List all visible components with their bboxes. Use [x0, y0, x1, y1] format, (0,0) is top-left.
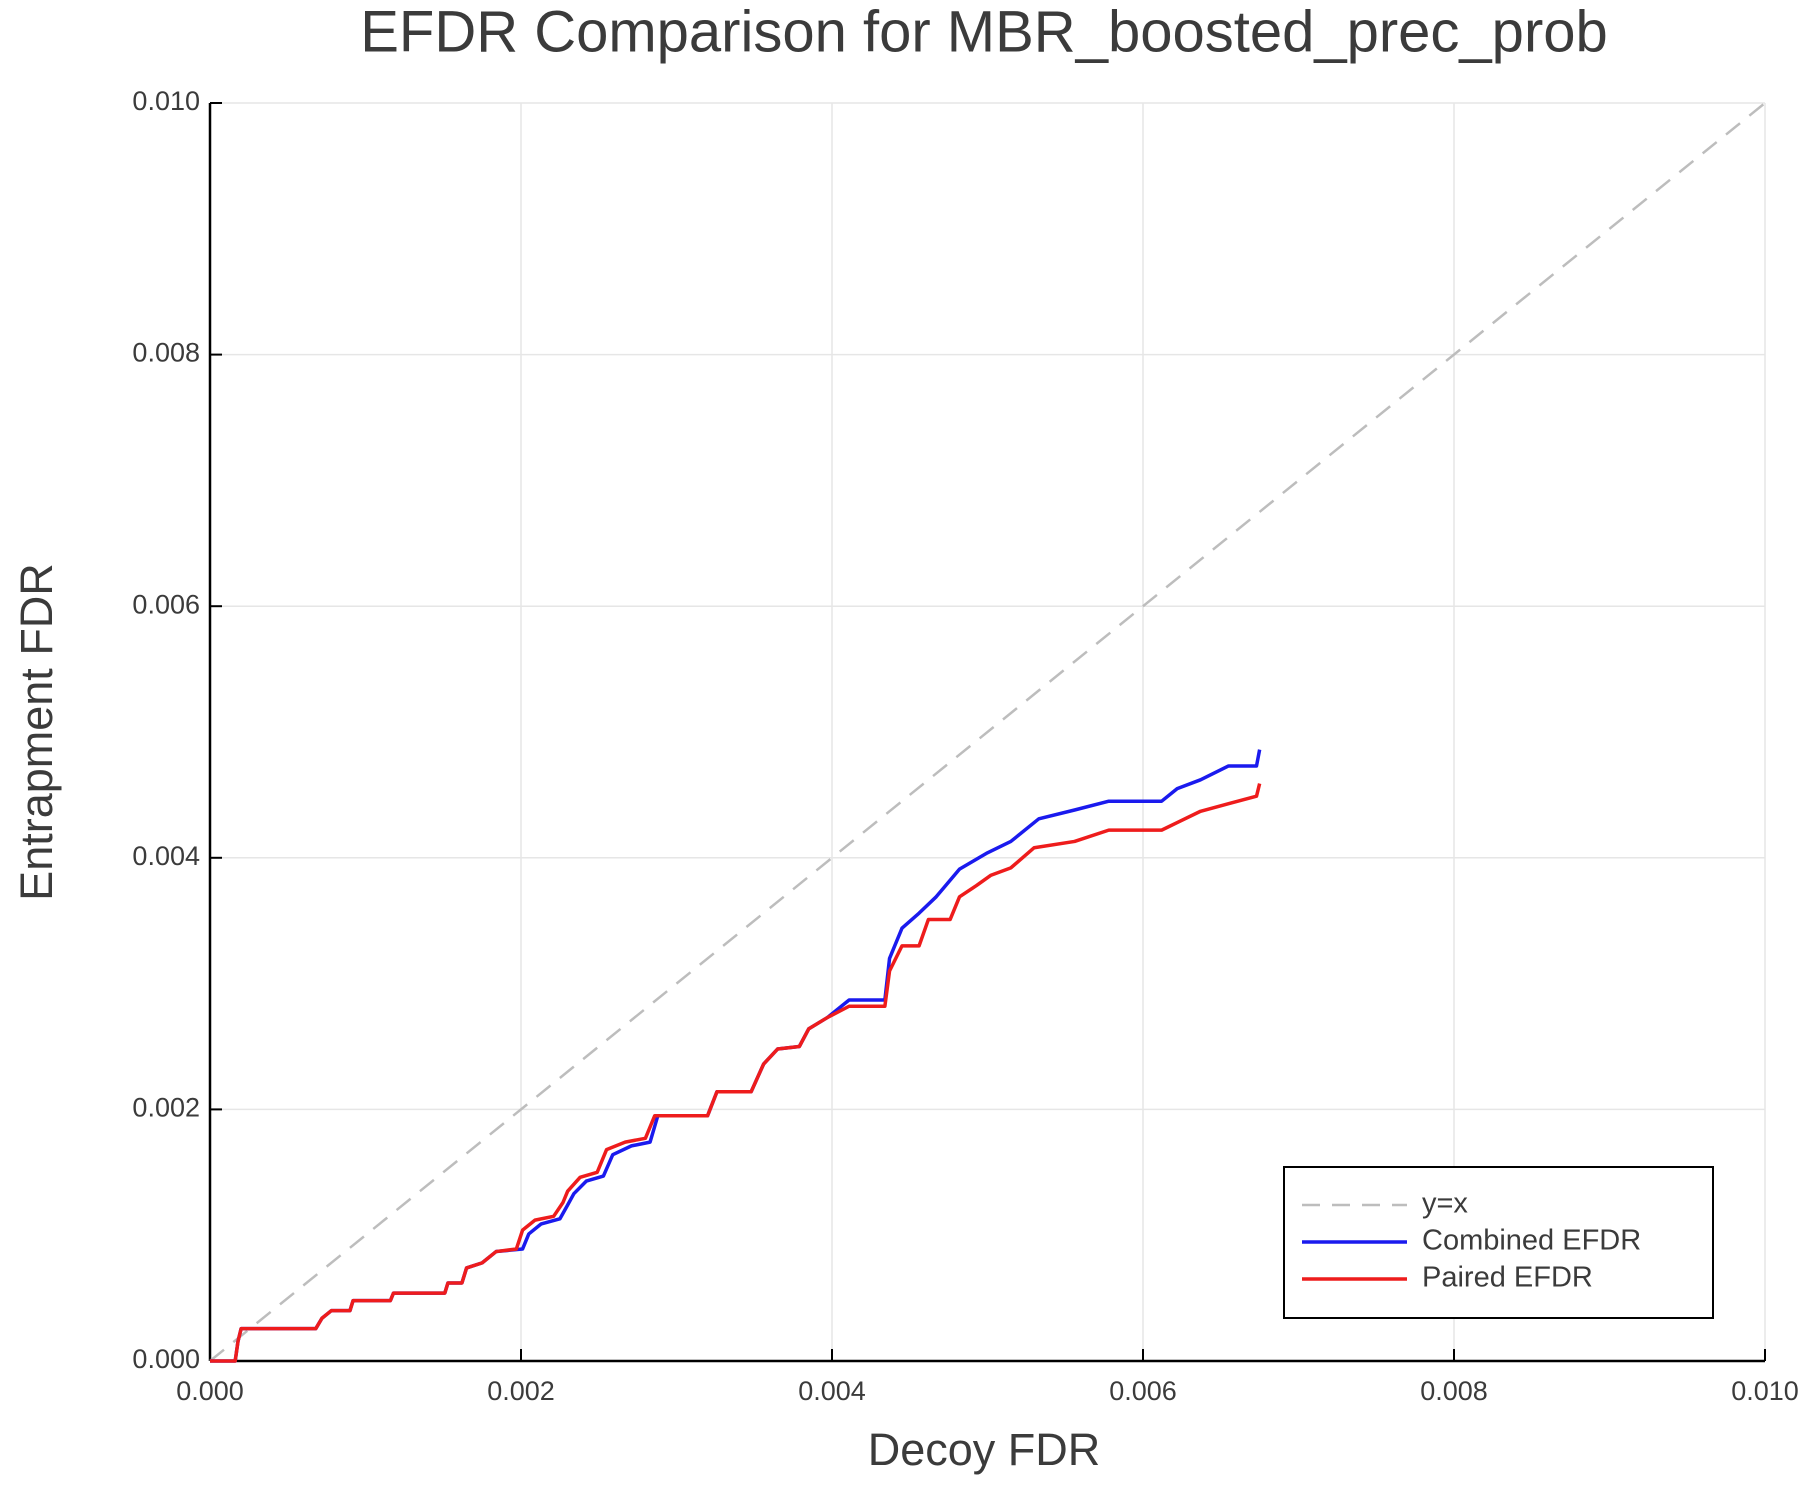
x-axis-title: Decoy FDR: [868, 1424, 1101, 1475]
series-line: [209, 102, 1766, 1362]
y-tick-label: 0.004: [132, 841, 200, 871]
y-tick-label: 0.008: [132, 338, 200, 368]
legend-label: Paired EFDR: [1422, 1262, 1593, 1294]
x-tick-label: 0.006: [1109, 1376, 1177, 1406]
x-tick-label: 0.004: [798, 1376, 866, 1406]
legend-label: y=x: [1422, 1188, 1468, 1220]
legend: y=x Combined EFDR Paired EFDR: [1283, 1166, 1714, 1319]
y-tick-label: 0.006: [132, 589, 200, 619]
y-tick-label: 0.002: [132, 1093, 200, 1123]
y-axis-title: Entrapment FDR: [11, 563, 62, 901]
series-line: [210, 783, 1262, 1363]
legend-label: Combined EFDR: [1422, 1225, 1641, 1257]
y-tick-label: 0.010: [132, 86, 200, 116]
x-tick-label: 0.010: [1731, 1376, 1799, 1406]
y-tick-label: 0.000: [132, 1344, 200, 1374]
x-tick-label: 0.008: [1420, 1376, 1488, 1406]
x-tick-label: 0.002: [487, 1376, 555, 1406]
x-tick-label: 0.000: [176, 1376, 244, 1406]
series-line: [210, 749, 1262, 1363]
chart-title: EFDR Comparison for MBR_boosted_prec_pro…: [360, 0, 1608, 64]
